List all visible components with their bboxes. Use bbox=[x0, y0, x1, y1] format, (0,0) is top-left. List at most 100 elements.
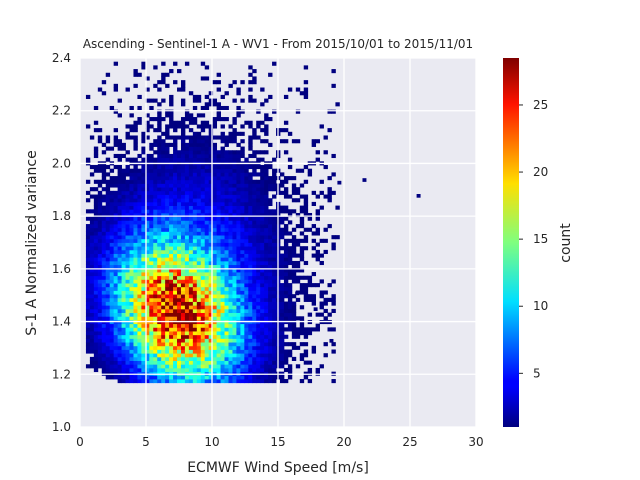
heatmap-cell bbox=[287, 246, 293, 251]
heatmap-cell bbox=[125, 216, 130, 221]
heatmap-cell bbox=[196, 375, 202, 380]
heatmap-cell bbox=[204, 190, 210, 195]
heatmap-cell bbox=[268, 242, 273, 247]
heatmap-cell bbox=[141, 201, 146, 206]
heatmap-cell bbox=[165, 338, 170, 343]
heatmap-cell bbox=[196, 334, 202, 339]
heatmap-cell bbox=[236, 246, 241, 251]
heatmap-cell bbox=[149, 209, 154, 214]
heatmap-cell bbox=[157, 190, 162, 195]
heatmap-cell bbox=[169, 153, 174, 159]
heatmap-cell bbox=[236, 345, 241, 350]
heatmap-cell bbox=[240, 246, 245, 251]
heatmap-cell bbox=[157, 305, 162, 310]
heatmap-cell bbox=[93, 316, 99, 321]
heatmap-cell bbox=[200, 257, 206, 262]
heatmap-cell bbox=[141, 220, 146, 225]
heatmap-cell bbox=[161, 379, 166, 384]
heatmap-cell bbox=[236, 305, 241, 310]
heatmap-cell bbox=[232, 179, 237, 184]
heatmap-cell bbox=[208, 183, 214, 188]
heatmap-cell bbox=[85, 94, 91, 99]
heatmap-cell bbox=[212, 367, 218, 373]
heatmap-cell bbox=[264, 249, 269, 254]
heatmap-cell bbox=[291, 246, 297, 251]
heatmap-cell bbox=[200, 153, 206, 159]
heatmap-cell bbox=[240, 238, 245, 243]
heatmap-cell bbox=[208, 201, 214, 206]
heatmap-cell bbox=[291, 294, 297, 299]
heatmap-cell bbox=[196, 153, 202, 159]
heatmap-cell bbox=[145, 264, 150, 269]
heatmap-cell bbox=[169, 102, 174, 107]
colorbar-tick-label: 25 bbox=[533, 98, 548, 112]
heatmap-cell bbox=[224, 179, 229, 184]
heatmap-cell bbox=[224, 349, 229, 354]
heatmap-cell bbox=[216, 353, 221, 358]
heatmap-cell bbox=[216, 279, 221, 284]
heatmap-cell bbox=[307, 379, 313, 384]
heatmap-cell bbox=[180, 268, 186, 273]
heatmap-cell bbox=[248, 334, 253, 339]
heatmap-cell bbox=[220, 168, 225, 173]
heatmap-cell bbox=[173, 139, 178, 144]
heatmap-cell bbox=[153, 128, 158, 133]
heatmap-cell bbox=[252, 290, 257, 295]
heatmap-cell bbox=[161, 275, 166, 280]
heatmap-cell bbox=[188, 113, 194, 118]
heatmap-cell bbox=[105, 323, 111, 328]
heatmap-cell bbox=[113, 345, 119, 350]
heatmap-cell bbox=[97, 327, 103, 332]
heatmap-cell bbox=[173, 165, 178, 170]
heatmap-cell bbox=[236, 216, 241, 221]
heatmap-cell bbox=[188, 172, 194, 177]
heatmap-cell bbox=[165, 316, 170, 321]
heatmap-cell bbox=[200, 179, 206, 184]
heatmap-cell bbox=[252, 308, 257, 314]
heatmap-cell bbox=[129, 301, 134, 306]
heatmap-cell bbox=[117, 331, 122, 336]
heatmap-cell bbox=[177, 242, 182, 247]
heatmap-cell bbox=[260, 209, 265, 214]
heatmap-cell bbox=[200, 209, 206, 214]
heatmap-cell bbox=[200, 176, 206, 181]
heatmap-cell bbox=[268, 342, 273, 347]
heatmap-cell bbox=[212, 257, 218, 262]
heatmap-cell bbox=[173, 168, 178, 173]
heatmap-cell bbox=[133, 135, 138, 140]
heatmap-cell bbox=[244, 301, 249, 306]
heatmap-cell bbox=[192, 257, 198, 262]
heatmap-cell bbox=[232, 168, 237, 173]
heatmap-cell bbox=[149, 301, 154, 306]
heatmap-cell bbox=[240, 139, 245, 144]
heatmap-cell bbox=[141, 65, 146, 70]
heatmap-cell bbox=[89, 279, 95, 284]
heatmap-cell bbox=[192, 194, 198, 199]
heatmap-cell bbox=[192, 301, 198, 306]
heatmap-cell bbox=[173, 246, 178, 251]
heatmap-cell bbox=[236, 312, 241, 317]
heatmap-cell bbox=[85, 253, 91, 258]
heatmap-cell bbox=[256, 279, 261, 284]
heatmap-cell bbox=[279, 312, 285, 317]
heatmap-cell bbox=[85, 345, 91, 350]
heatmap-cell bbox=[268, 283, 273, 288]
heatmap-cell bbox=[283, 190, 289, 195]
heatmap-cell bbox=[109, 334, 115, 339]
heatmap-cell bbox=[220, 117, 225, 122]
heatmap-cell bbox=[216, 308, 221, 314]
heatmap-cell bbox=[101, 290, 107, 295]
heatmap-cell bbox=[311, 142, 317, 147]
heatmap-cell bbox=[228, 286, 233, 291]
heatmap-cell bbox=[216, 224, 221, 229]
heatmap-cell bbox=[85, 249, 91, 254]
heatmap-cell bbox=[279, 205, 285, 210]
heatmap-cell bbox=[236, 323, 241, 328]
heatmap-cell bbox=[196, 113, 202, 118]
heatmap-cell bbox=[117, 272, 122, 277]
heatmap-cell bbox=[256, 294, 261, 299]
heatmap-cell bbox=[177, 305, 182, 310]
heatmap-cell bbox=[240, 264, 245, 269]
heatmap-cell bbox=[327, 128, 332, 133]
heatmap-cell bbox=[145, 379, 150, 384]
